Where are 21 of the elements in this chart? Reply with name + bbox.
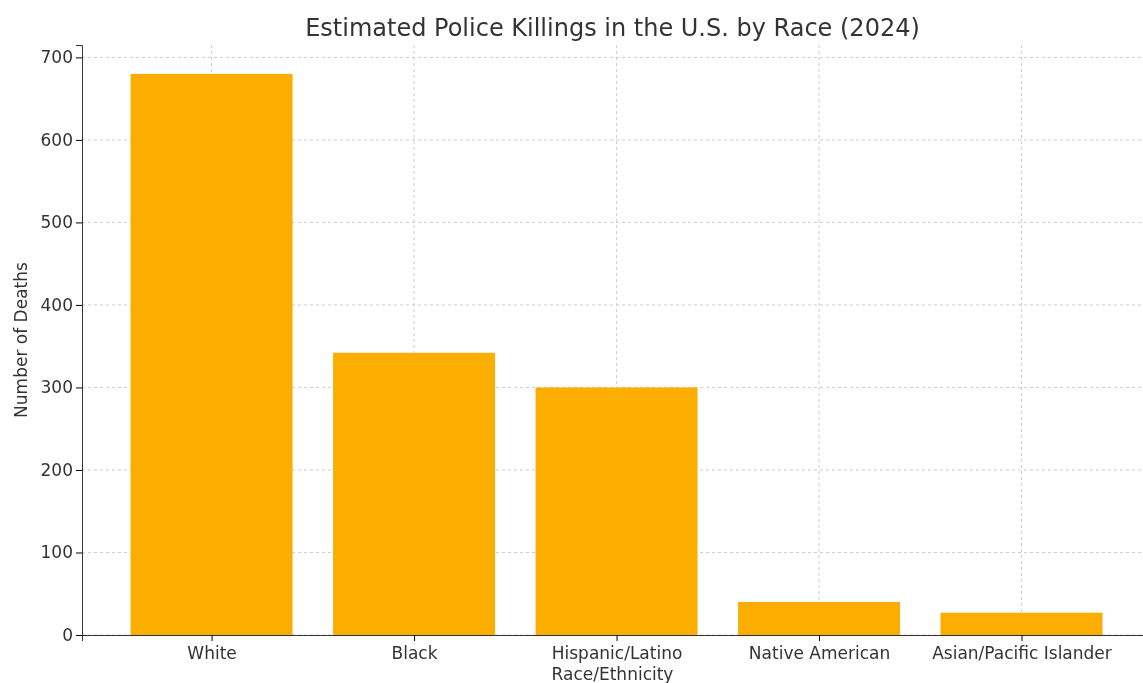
- bar: [130, 73, 293, 635]
- bar: [333, 352, 496, 635]
- y-tick-label: 400: [40, 294, 73, 315]
- y-tick-label: 300: [40, 377, 73, 398]
- y-tick-label: 500: [40, 212, 73, 233]
- x-tick-label: Native American: [748, 643, 891, 664]
- y-tick-label: 600: [40, 129, 73, 150]
- y-tick-label: 200: [40, 459, 73, 480]
- bar: [940, 612, 1103, 635]
- x-tick-label: Black: [391, 643, 438, 664]
- x-tick-label: Hispanic/Latino: [551, 643, 683, 664]
- y-tick-label: 0: [62, 624, 73, 645]
- y-axis-title: Number of Deaths: [11, 261, 31, 418]
- x-tick-label: Asian/Pacific Islander: [932, 643, 1112, 664]
- y-tick-label: 100: [40, 542, 73, 563]
- bar: [535, 387, 698, 635]
- y-tick-label: 700: [40, 47, 73, 68]
- x-tick-label: White: [187, 643, 237, 664]
- chart-title: Estimated Police Killings in the U.S. by Race (2024): [305, 14, 920, 42]
- bar: [738, 601, 901, 635]
- x-axis-title: Race/Ethnicity: [551, 664, 674, 683]
